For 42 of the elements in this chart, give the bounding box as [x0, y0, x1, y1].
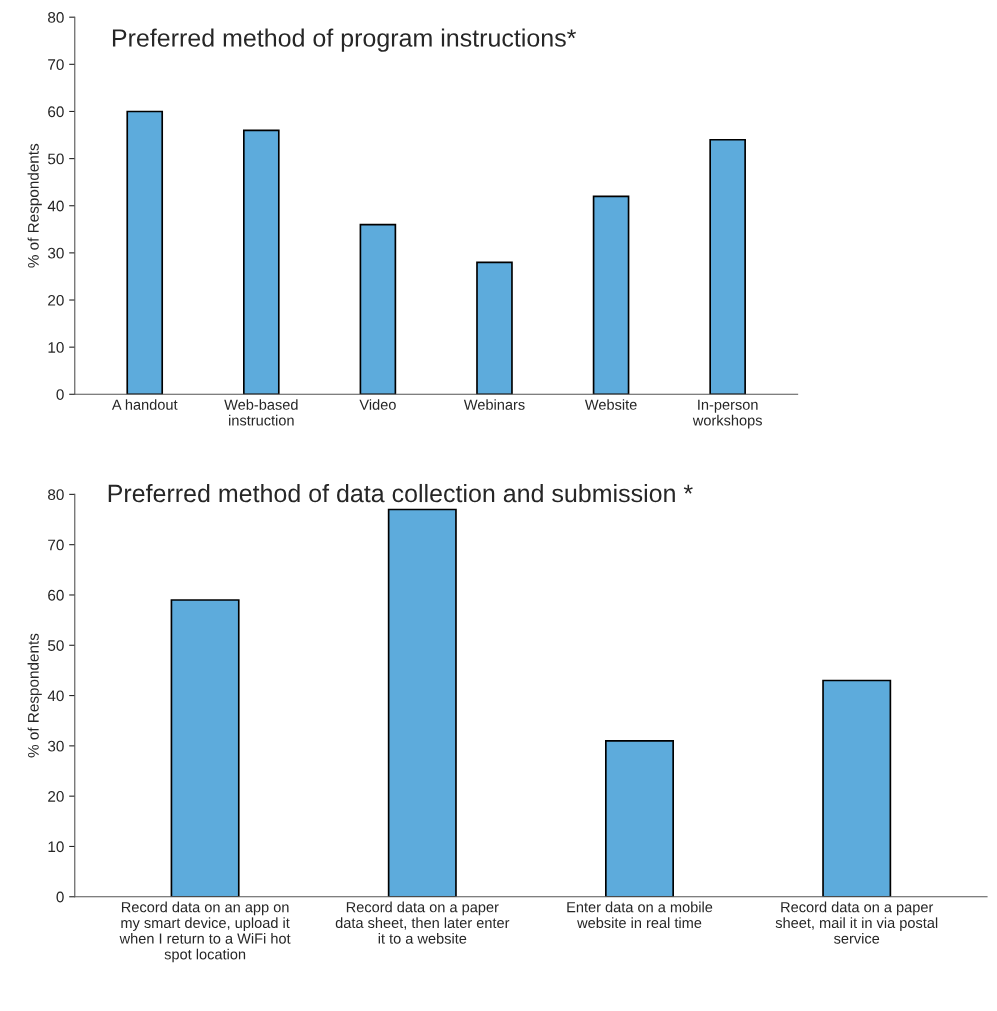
y-tick-label: 0: [56, 389, 64, 400]
bar: [387, 508, 457, 897]
y-tick-label: 60: [48, 106, 64, 118]
y-tick-label: 40: [47, 200, 64, 212]
chart-title: Preferred method of data collection and submission *: [108, 483, 693, 503]
bar: [476, 261, 513, 395]
x-tick-label: In-person workshops: [692, 399, 762, 429]
y-tick-label: 70: [48, 539, 64, 551]
y-tick-label: 50: [47, 153, 64, 165]
x-tick-label: Website: [584, 399, 637, 410]
x-tick-label: Web-based instruction: [224, 399, 298, 426]
y-tick-label: 30: [47, 247, 64, 259]
x-tick-label: Record data on a paper data sheet, then later enter it to a website: [335, 901, 510, 944]
x-tick-label: Record data on a paper sheet, mail it in via postal service: [775, 901, 938, 944]
chart-title: Preferred method of program instructions*: [112, 28, 577, 52]
bar: [592, 195, 630, 395]
y-tick-label: 0: [56, 891, 64, 903]
bar: [822, 679, 892, 897]
y-tick-label: 20: [48, 294, 64, 306]
x-tick-label: Video: [359, 399, 396, 410]
bar: [126, 110, 164, 395]
bar: [709, 138, 746, 395]
y-tick-label: 50: [47, 640, 64, 651]
y-tick-label: 80: [48, 12, 64, 23]
bar: [359, 223, 397, 395]
x-tick-label: Enter data on a mobile website in real time: [567, 901, 713, 929]
y-axis-title: % of Respondents: [27, 633, 42, 758]
y-axis-title: % of Respondents: [27, 143, 42, 268]
bar: [170, 599, 240, 897]
y-tick-label: 80: [48, 489, 64, 501]
y-tick-label: 30: [47, 740, 64, 752]
bar: [242, 129, 280, 395]
x-tick-label: A handout: [111, 399, 178, 410]
y-tick-label: 20: [48, 791, 64, 802]
y-tick-label: 10: [48, 841, 64, 853]
bar: [605, 740, 675, 897]
y-tick-label: 70: [48, 59, 64, 71]
y-tick-label: 10: [48, 342, 64, 353]
x-tick-label: Record data on an app on my smart device, upload it when I return to a WiFi hot spot location: [119, 901, 291, 963]
x-tick-label: Webinars: [463, 399, 525, 410]
y-tick-label: 60: [48, 589, 64, 601]
y-tick-label: 40: [47, 690, 64, 702]
